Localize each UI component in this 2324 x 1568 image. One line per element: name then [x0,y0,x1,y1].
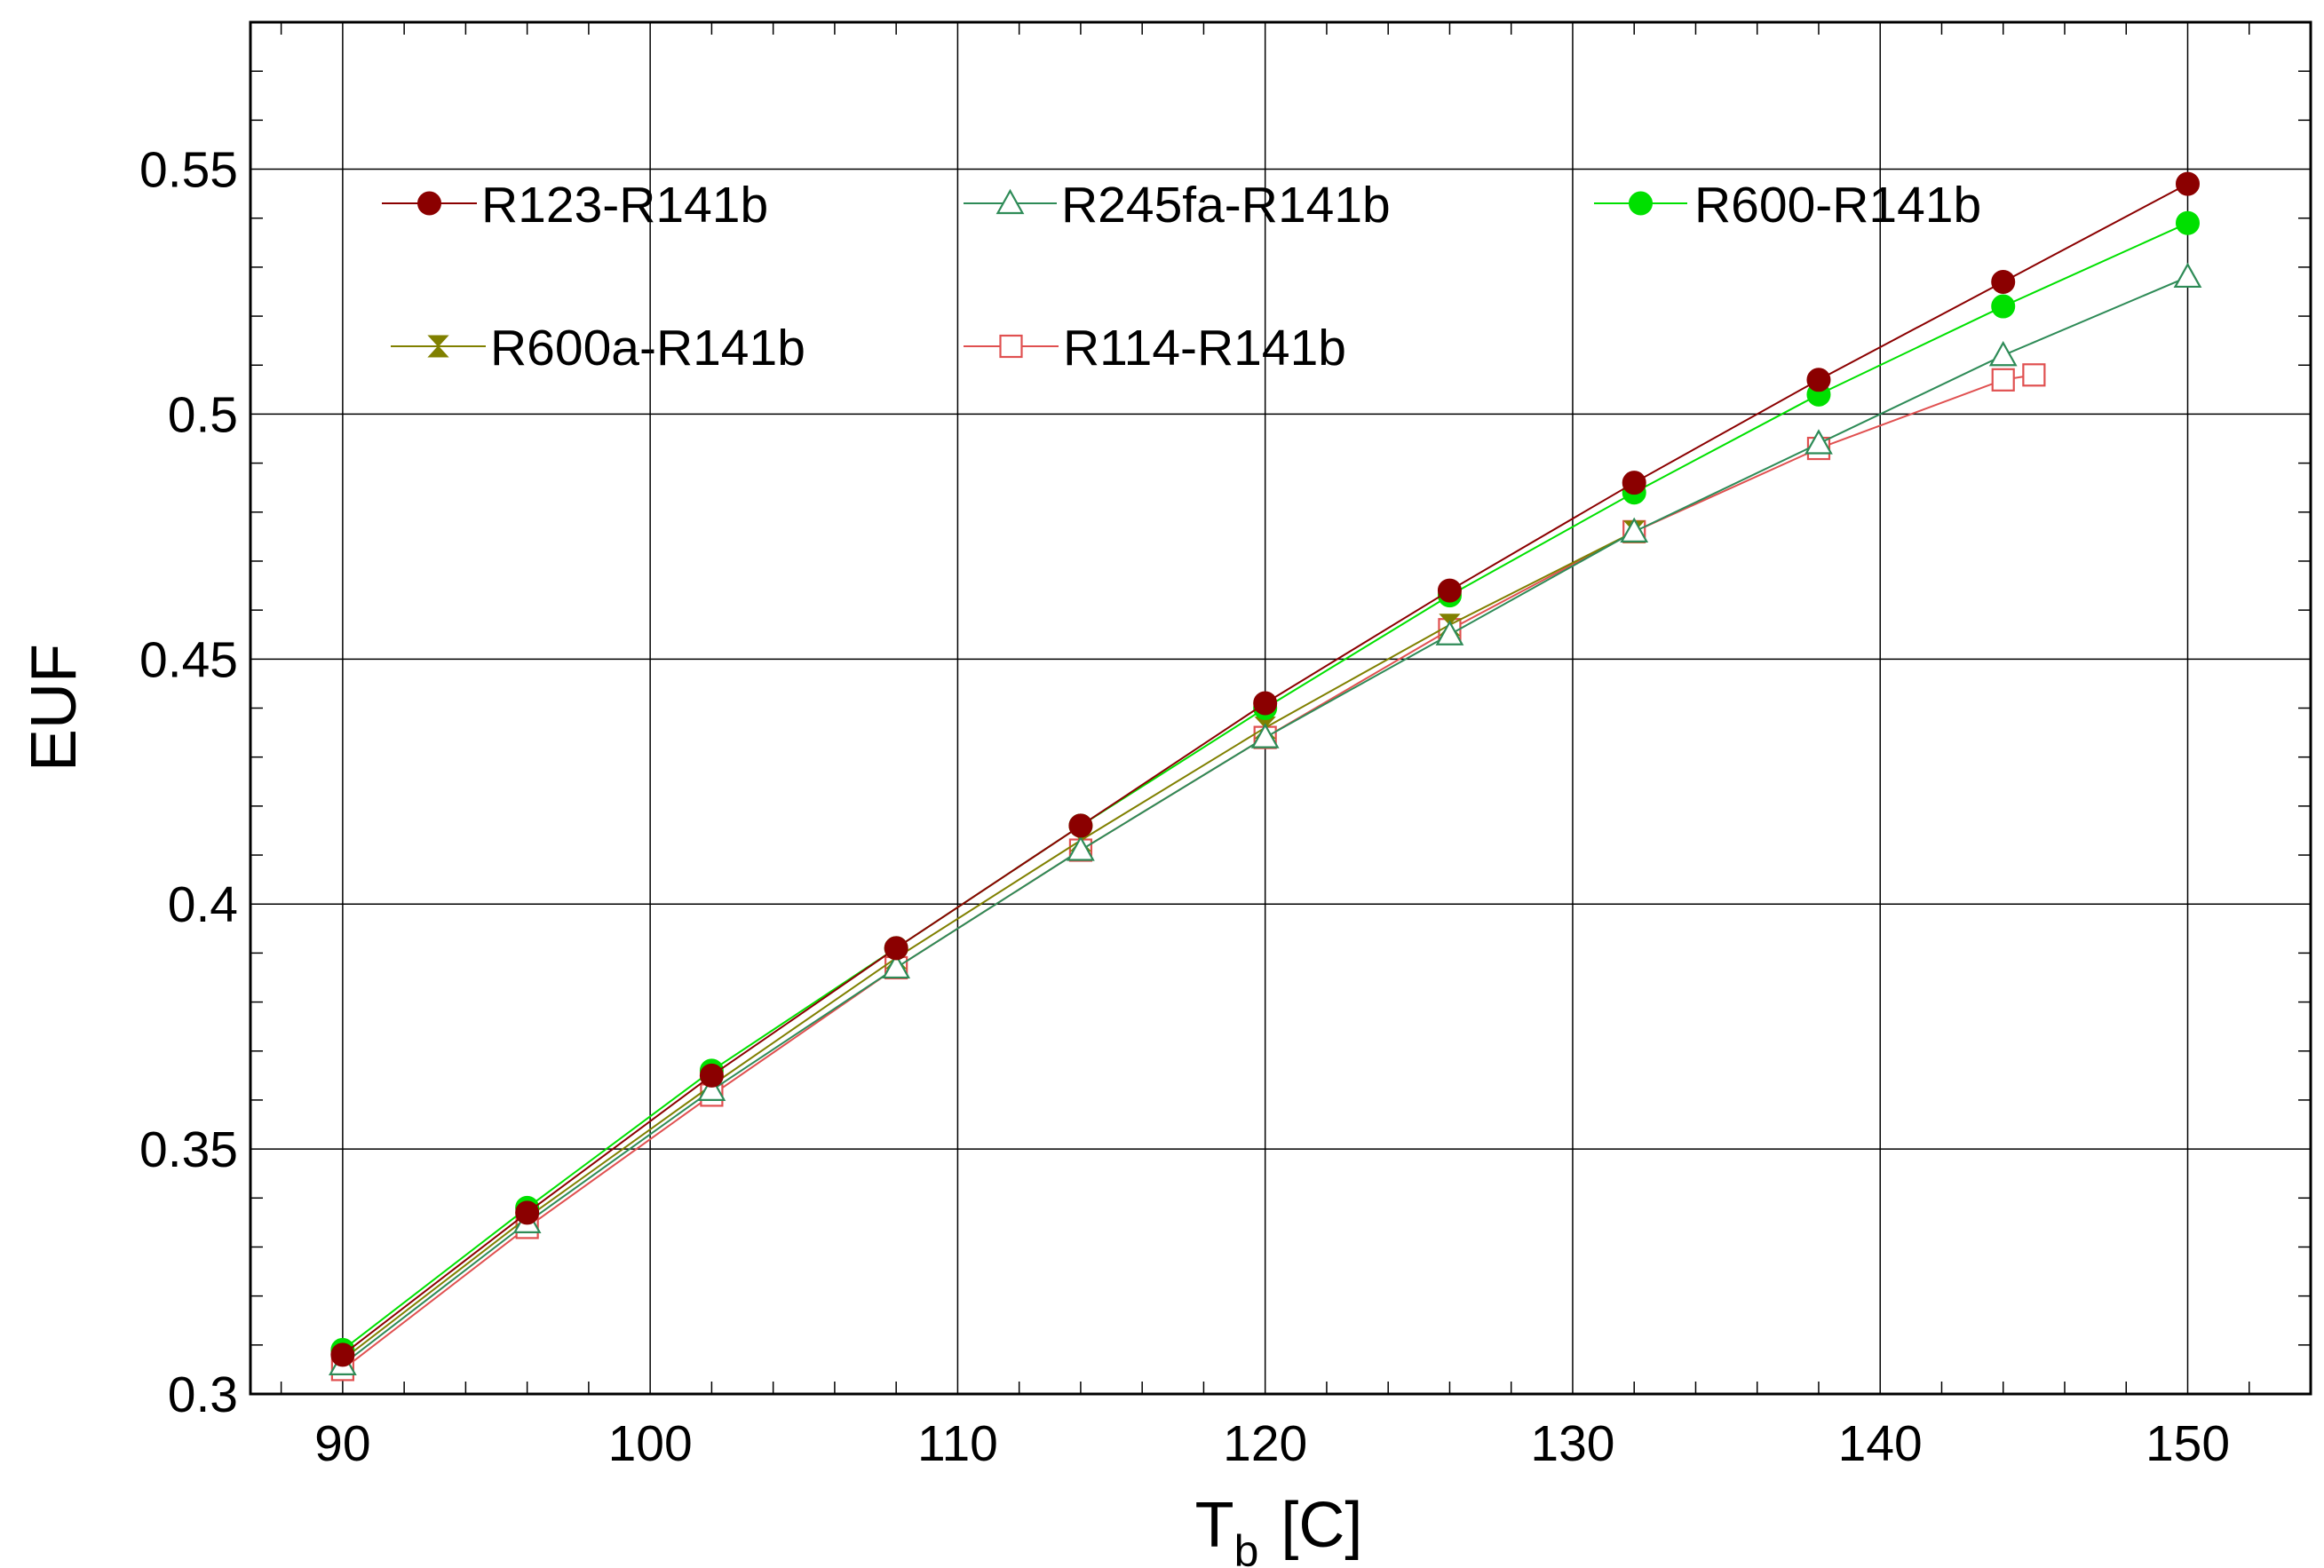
data-point [1991,294,2016,319]
x-tick-label: 100 [608,1415,693,1472]
x-tick-label: 140 [1838,1415,1923,1472]
legend-label: R245fa-R141b [1061,177,1391,234]
x-axis-tick-labels: 90 100 110 120 130 140 150 [314,1415,2230,1472]
legend-label: R600a-R141b [490,320,805,376]
legend-item: R245fa-R141b [964,177,1391,234]
y-tick-label: 0.4 [168,876,238,933]
series-R123-R141b [330,171,2200,1367]
plot-frame [249,20,2312,1396]
legend: R123-R141b R245fa-R141b R600-R141b R600a-R1… [382,177,1981,376]
legend-marker [1629,191,1653,216]
legend-label: R114-R141b [1063,320,1346,376]
data-point [1991,269,2016,294]
legend-item: R600a-R141b [391,320,805,376]
data-point [2175,210,2200,235]
x-axis-label-symbol: T [1195,1490,1234,1561]
y-tick-label: 0.3 [168,1366,238,1423]
x-tick-label: 150 [2146,1415,2230,1472]
data-point [2022,363,2046,387]
grid-layer [250,22,2311,1395]
series-line [342,374,2034,1371]
data-point [699,1063,724,1088]
data-point [884,936,908,961]
legend-marker [999,334,1023,359]
x-axis-label: Tb [C] [1195,1490,1363,1568]
data-point [1253,691,1278,716]
data-point [1988,340,2018,367]
legend-item: R600-R141b [1594,177,1981,234]
legend-label: R123-R141b [481,177,768,234]
y-tick-label: 0.5 [168,386,238,443]
data-point [2175,171,2200,196]
legend-marker [417,191,441,216]
x-axis-label-unit: [C] [1281,1490,1362,1561]
data-point [1622,471,1646,495]
series-R245fa-R141b [329,262,2202,1375]
data-point [2173,262,2202,289]
series-R114-R141b [330,363,2046,1382]
x-tick-label: 130 [1530,1415,1614,1472]
legend-marker [995,188,1025,215]
y-tick-label: 0.35 [139,1121,238,1178]
x-axis-label-subscript: b [1234,1526,1259,1568]
data-point [1437,578,1462,603]
data-point [1620,517,1649,542]
y-axis-tick-labels: 0.3 0.35 0.4 0.45 0.5 0.55 [139,142,238,1423]
data-point [1435,620,1464,645]
x-tick-label: 120 [1223,1415,1307,1472]
series-layer [329,171,2202,1382]
legend-item: R114-R141b [964,320,1346,376]
data-point [515,1200,540,1225]
minor-ticks [250,22,2312,1394]
y-tick-label: 0.45 [139,631,238,688]
data-point [697,1075,726,1101]
data-point [882,953,911,979]
y-axis-label: EUF [19,644,90,772]
x-tick-label: 90 [314,1415,370,1472]
y-tick-label: 0.55 [139,142,238,199]
data-point [1991,368,2015,392]
series-line [342,530,1635,1361]
data-point [1067,835,1095,861]
data-point [1250,723,1280,748]
data-point [1804,429,1833,455]
legend-label: R600-R141b [1694,177,1981,234]
legend-marker [427,335,449,358]
data-point [1068,813,1093,838]
data-point [330,1342,355,1367]
series-R600a-R141b [331,520,1646,1371]
data-point [1806,368,1831,392]
x-tick-label: 110 [917,1415,998,1472]
legend-item: R123-R141b [382,177,768,234]
